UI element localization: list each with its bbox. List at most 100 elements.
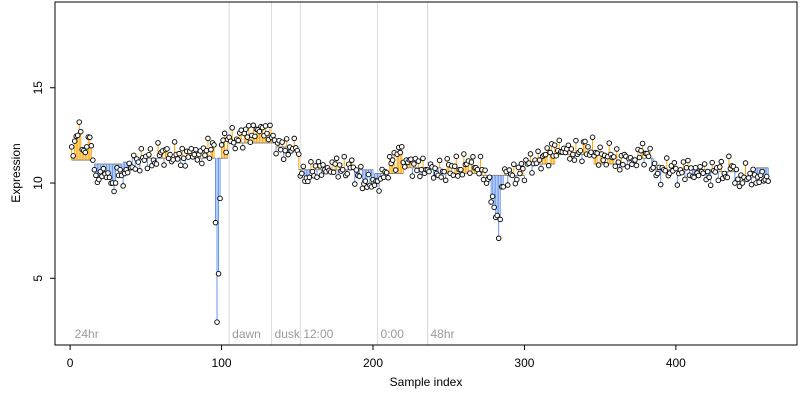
data-point: [336, 162, 343, 168]
data-point: [120, 183, 126, 189]
data-point: [491, 204, 497, 211]
marker-labels: dawn dusk 12:00 0:00 48hr 24hr: [75, 327, 455, 341]
data-point: [90, 157, 96, 163]
y-tick-label-15: 15: [31, 81, 45, 95]
data-point: [180, 155, 187, 162]
data-point: [518, 160, 525, 167]
data-point: [214, 319, 220, 325]
data-point: [68, 144, 75, 150]
data-point: [673, 165, 679, 172]
data-point: [414, 167, 420, 174]
data-point: [679, 169, 685, 176]
data-point: [620, 161, 626, 168]
data-point: [365, 171, 372, 178]
data-point: [520, 165, 526, 172]
data-point: [739, 180, 746, 186]
data-point: [399, 143, 405, 150]
data-point: [153, 161, 160, 167]
data-point: [691, 174, 697, 181]
data-point: [662, 168, 669, 174]
x-tick-label-200: 200: [363, 356, 383, 370]
data-point: [362, 178, 369, 184]
data-point: [441, 168, 447, 175]
data-point: [291, 135, 298, 142]
data-point: [685, 157, 691, 164]
data-point: [164, 146, 170, 152]
data-point: [745, 175, 752, 181]
data-point: [174, 156, 181, 162]
data-point: [161, 162, 167, 168]
data-point: [88, 143, 95, 149]
data-point: [191, 151, 198, 158]
data-point: [432, 165, 438, 171]
data-point: [664, 155, 670, 161]
data-point: [208, 146, 214, 153]
data-point: [571, 157, 578, 163]
data-point: [308, 159, 314, 165]
data-point: [176, 150, 182, 157]
data-point: [614, 146, 620, 152]
data-point: [359, 185, 366, 192]
data-point: [517, 170, 523, 177]
data-point: [247, 139, 254, 145]
data-point: [182, 163, 188, 169]
data-point: [203, 147, 210, 154]
data-point: [733, 166, 740, 173]
data-point: [93, 172, 99, 179]
data-point: [177, 162, 184, 169]
data-point: [235, 137, 241, 144]
data-point: [482, 167, 488, 173]
data-point: [402, 164, 408, 170]
data-point: [603, 161, 609, 168]
data-point: [511, 161, 517, 168]
data-point: [100, 165, 107, 172]
data-point: [349, 157, 355, 163]
data-point: [470, 154, 476, 160]
data-point: [344, 171, 351, 177]
data-point: [202, 152, 208, 158]
data-point: [455, 173, 461, 179]
data-point: [144, 165, 151, 172]
data-point: [137, 167, 143, 174]
data-point: [211, 142, 217, 148]
data-point: [318, 172, 325, 178]
data-point: [188, 145, 195, 152]
data-point: [240, 145, 246, 151]
data-point: [453, 153, 460, 160]
data-point: [545, 162, 552, 169]
data-point: [568, 146, 575, 152]
data-point: [296, 151, 302, 157]
data-point: [468, 159, 475, 165]
data-point: [624, 164, 631, 170]
data-point: [333, 155, 340, 162]
data-point: [230, 139, 237, 146]
corner-label: 24hr: [75, 327, 99, 341]
data-point: [748, 181, 755, 188]
data-point: [408, 156, 414, 162]
data-point: [647, 145, 653, 152]
data-point: [697, 164, 703, 170]
x-tick-label-300: 300: [514, 356, 534, 370]
data-point: [683, 165, 690, 171]
data-point: [735, 176, 741, 182]
data-point: [194, 157, 201, 163]
data-point: [750, 166, 756, 173]
data-point: [358, 163, 364, 170]
data-point: [704, 168, 711, 175]
data-point: [76, 119, 82, 125]
x-tick-label-400: 400: [666, 356, 686, 370]
data-point: [146, 152, 152, 158]
data-point: [385, 175, 391, 181]
data-point: [742, 160, 749, 166]
data-point: [632, 157, 638, 163]
data-point: [707, 182, 714, 189]
data-point: [380, 174, 387, 181]
data-point: [527, 151, 534, 157]
data-point: [170, 156, 176, 163]
data-point: [594, 150, 600, 156]
data-point: [657, 181, 664, 188]
data-point: [717, 164, 723, 170]
data-point: [556, 137, 563, 144]
data-point: [74, 132, 81, 139]
data-point: [386, 153, 393, 160]
